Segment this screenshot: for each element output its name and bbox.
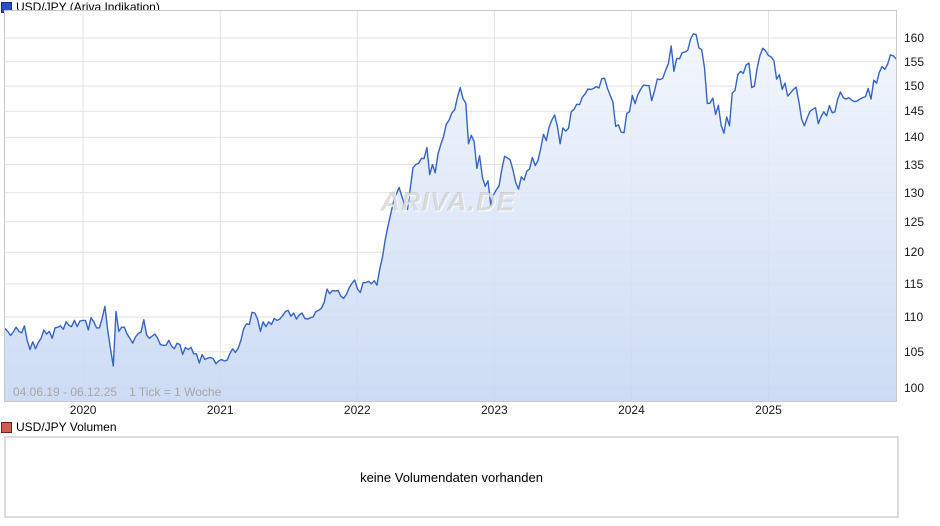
y-axis-label: 100 [904,381,925,395]
x-axis-label: 2025 [755,403,782,417]
y-axis-label: 120 [904,245,925,260]
y-axis-label: 105 [904,344,925,359]
y-axis-label: 115 [904,276,924,291]
volume-series-square-icon [1,422,12,433]
x-axis-label: 2021 [206,403,234,417]
date-range-text: 04.06.19 - 06.12.25 [13,385,118,399]
x-axis-label: 2020 [69,403,97,417]
volume-empty-message: keine Volumendaten vorhanden [360,469,543,485]
y-axis-label: 110 [904,310,924,325]
volume-panel: keine Volumendaten vorhanden [4,436,899,518]
date-range-note: 04.06.19 - 06.12.25 1 Tick = 1 Woche [13,385,221,399]
y-axis-label: 150 [904,79,925,94]
y-axis-label: 130 [904,185,925,200]
y-axis-label: 155 [904,54,925,69]
y-axis-label: 160 [904,31,925,45]
x-axis-label: 2024 [618,403,645,417]
volume-legend: USD/JPY Volumen [1,421,117,434]
y-axis-label: 145 [904,104,925,119]
y-axis-label: 125 [904,214,925,229]
tick-interval-text: 1 Tick = 1 Woche [129,385,222,399]
price-chart-plot: ARIVA.DE 04.06.19 - 06.12.25 1 Tick = 1 W… [4,10,897,402]
x-axis-label: 2023 [481,403,508,417]
x-axis-label: 2022 [343,403,371,417]
y-axis-label: 140 [904,130,925,145]
price-area-chart [5,11,896,401]
y-axis-label: 135 [904,157,925,172]
volume-legend-label: USD/JPY Volumen [16,420,117,434]
